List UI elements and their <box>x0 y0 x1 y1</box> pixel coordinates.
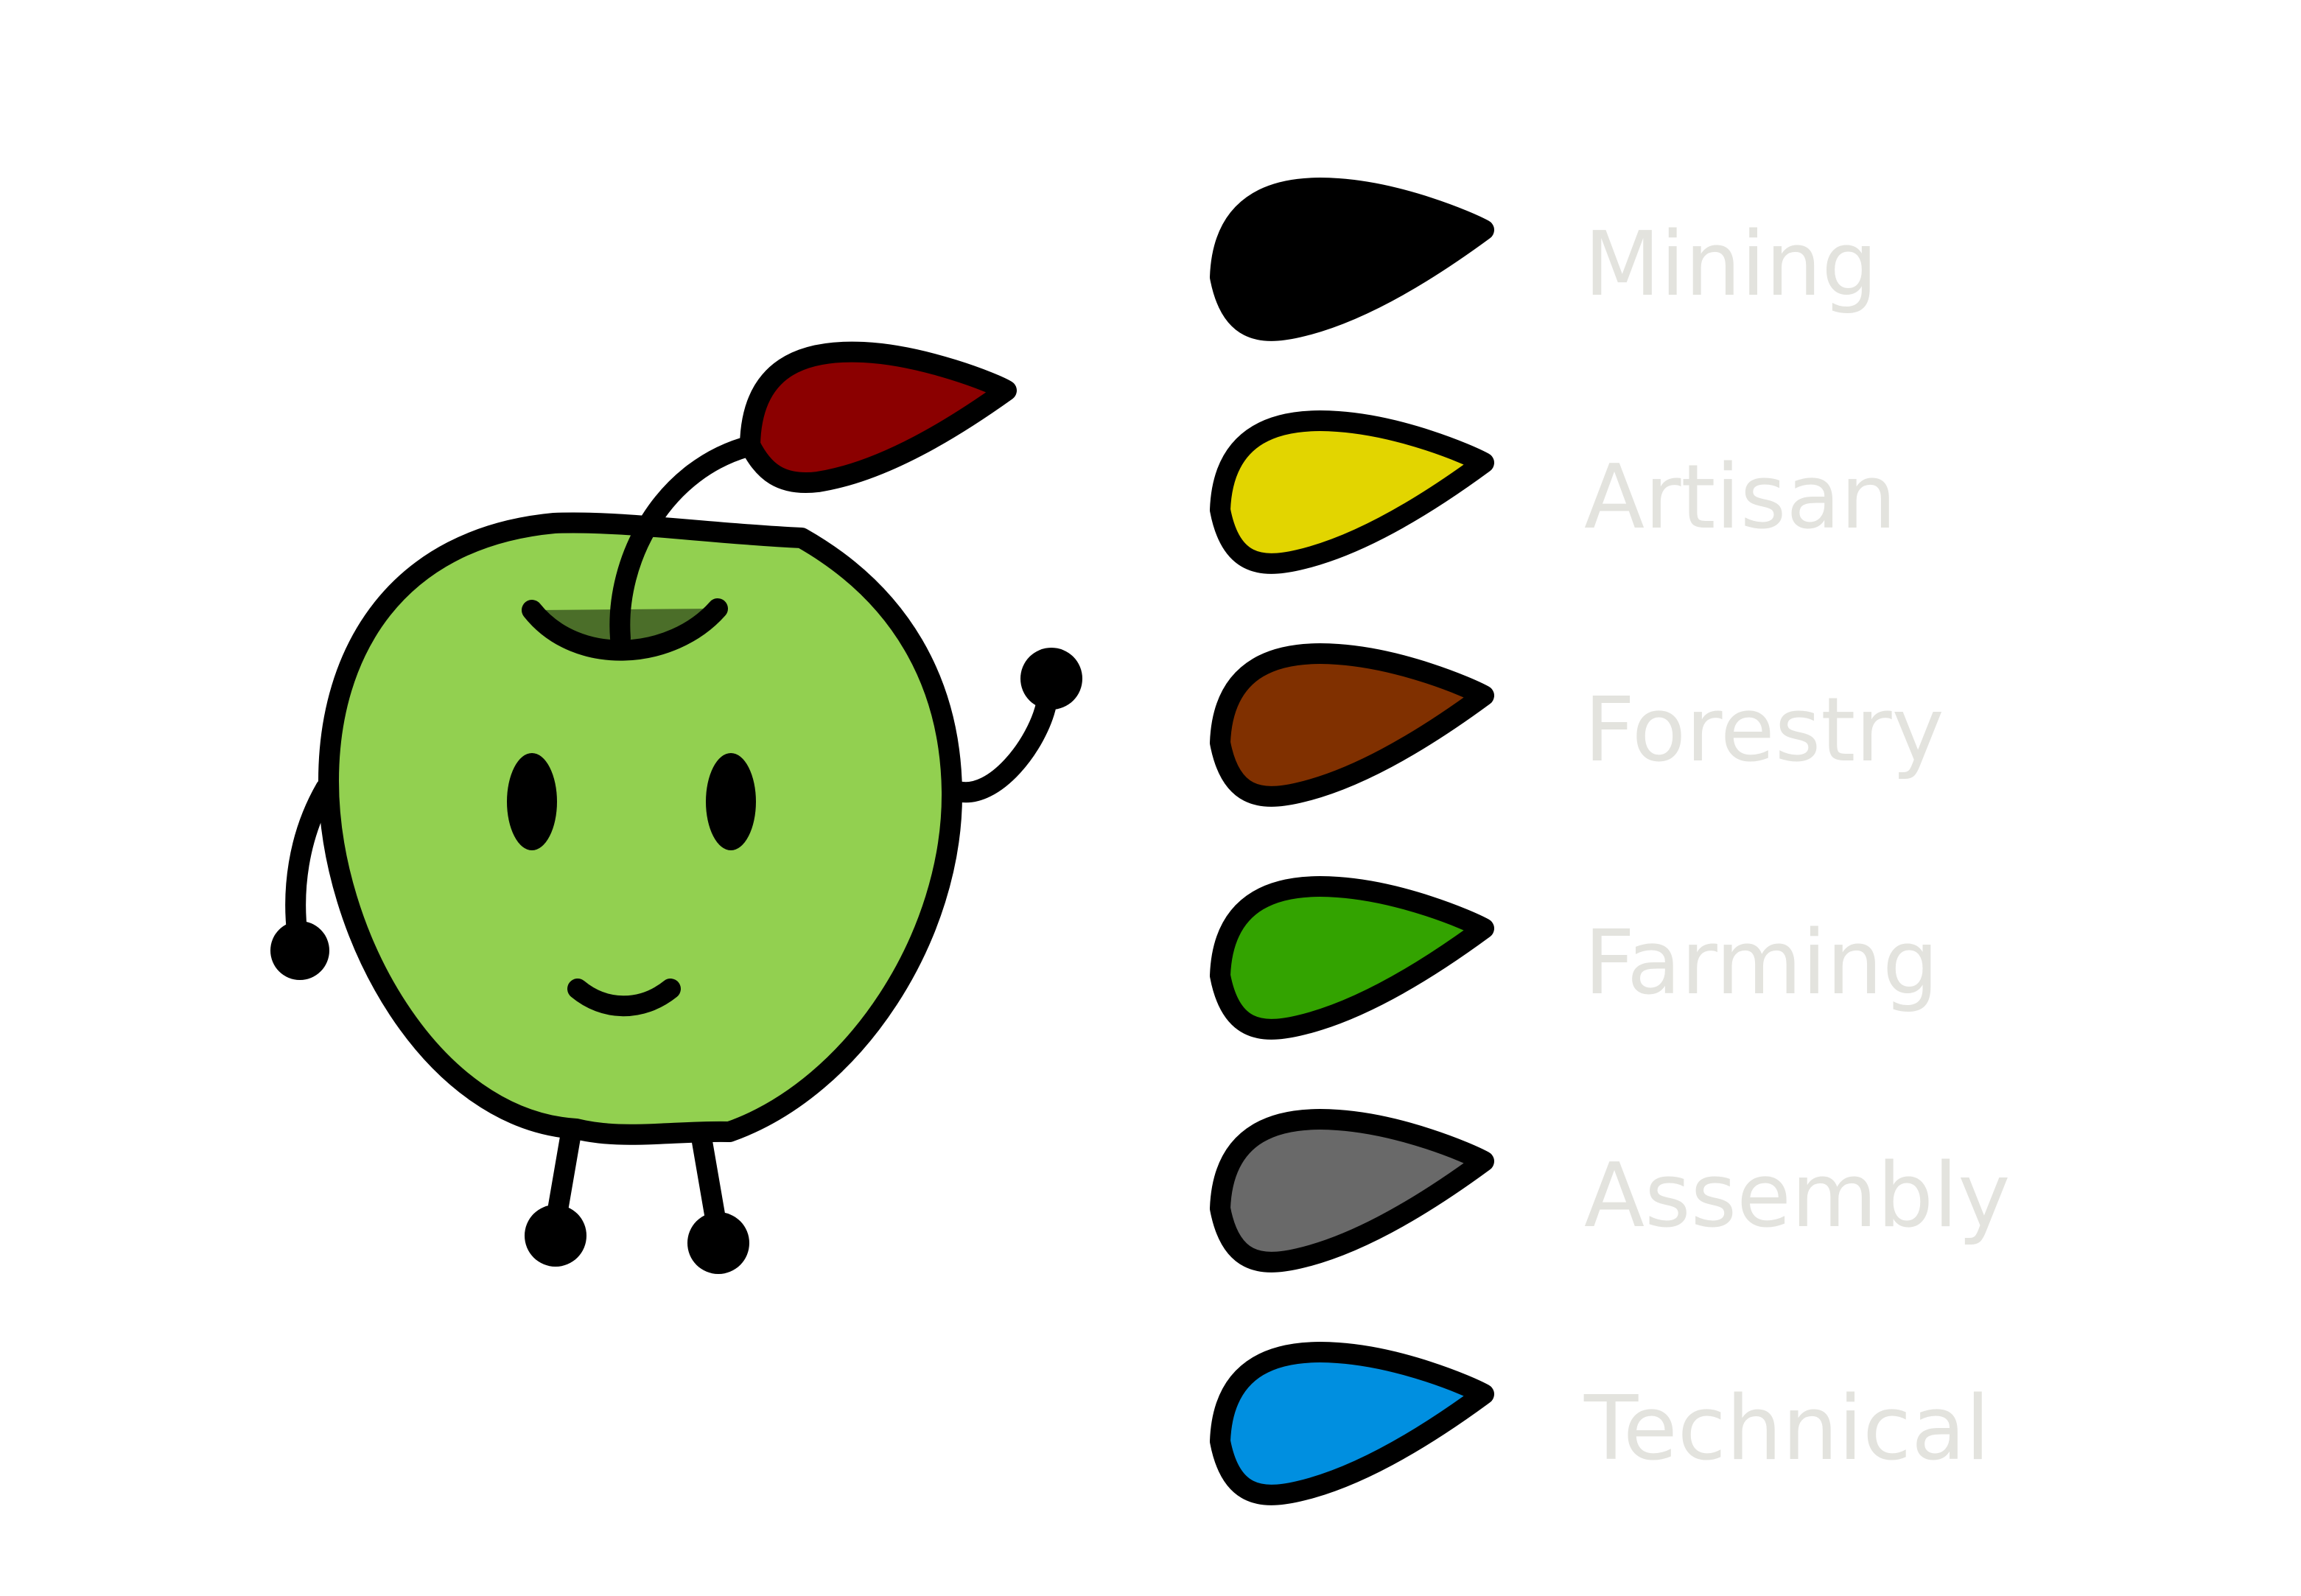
legend-label: Assembly <box>1584 1145 2010 1247</box>
legend-label: Forestry <box>1584 679 1944 782</box>
legend-swatch-leaf <box>1210 1109 1494 1273</box>
legend-swatch-leaf <box>1210 410 1494 574</box>
legend-swatch-leaf <box>1210 876 1494 1040</box>
legend-swatch-leaf <box>1210 178 1494 341</box>
legend: Mining Artisan Forestry Farming Assembly Tech… <box>1210 178 2010 1505</box>
legend-label: Mining <box>1584 214 1878 316</box>
legend-item: Assembly <box>1210 1109 2010 1273</box>
legend-item: Artisan <box>1210 410 1897 574</box>
legend-label: Farming <box>1584 912 1938 1015</box>
left-leg <box>547 1119 582 1225</box>
right-leg <box>690 1119 725 1225</box>
apple-body <box>318 512 963 1145</box>
right-foot <box>687 1212 749 1274</box>
apple-leaf <box>740 341 1017 493</box>
legend-label: Artisan <box>1584 447 1897 549</box>
left-arm <box>285 778 336 948</box>
legend-item: Forestry <box>1210 643 1944 807</box>
legend-swatch-leaf <box>1210 1342 1494 1505</box>
right-arm <box>948 694 1057 803</box>
right-eye <box>706 753 756 850</box>
legend-item: Mining <box>1210 178 1878 341</box>
stem-dimple-outline <box>522 598 728 661</box>
apple-mascot <box>270 341 1082 1274</box>
legend-item: Farming <box>1210 876 1938 1040</box>
left-foot <box>525 1205 586 1267</box>
right-hand <box>1020 648 1082 710</box>
smile <box>567 979 681 1017</box>
left-hand <box>270 921 329 980</box>
legend-swatch-leaf <box>1210 643 1494 807</box>
stem <box>609 435 763 648</box>
legend-label: Technical <box>1583 1378 1990 1480</box>
legend-item: Technical <box>1210 1342 1990 1505</box>
left-eye <box>507 753 557 850</box>
